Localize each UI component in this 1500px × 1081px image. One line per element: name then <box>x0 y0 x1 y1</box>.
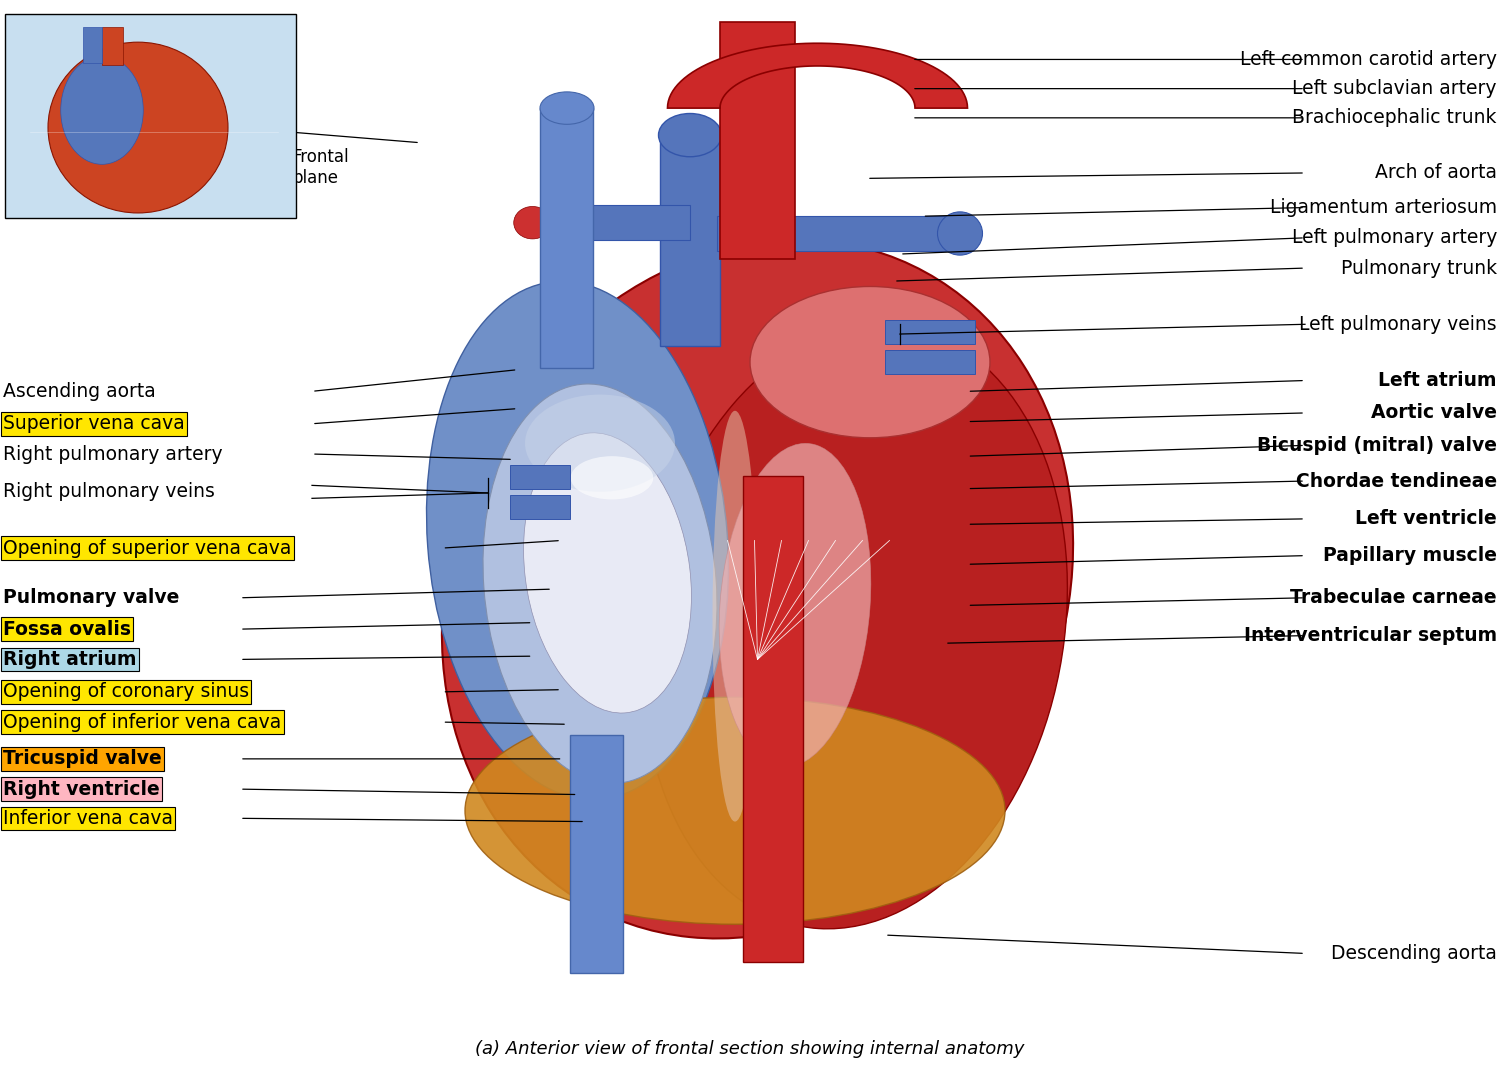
Ellipse shape <box>483 384 717 784</box>
Text: Pulmonary trunk: Pulmonary trunk <box>1341 258 1497 278</box>
Polygon shape <box>742 476 802 962</box>
Ellipse shape <box>570 456 654 499</box>
Ellipse shape <box>712 411 758 822</box>
Text: Left pulmonary veins: Left pulmonary veins <box>1299 315 1497 334</box>
Ellipse shape <box>658 114 722 157</box>
Text: Papillary muscle: Papillary muscle <box>1323 546 1497 565</box>
Polygon shape <box>540 108 592 368</box>
Text: Inferior vena cava: Inferior vena cava <box>3 809 172 828</box>
Polygon shape <box>102 27 123 65</box>
Text: Opening of inferior vena cava: Opening of inferior vena cava <box>3 712 282 732</box>
Text: Right atrium: Right atrium <box>3 650 136 669</box>
Text: Tricuspid valve: Tricuspid valve <box>3 749 162 769</box>
Ellipse shape <box>48 42 228 213</box>
Text: Ligamentum arteriosum: Ligamentum arteriosum <box>1270 198 1497 217</box>
Polygon shape <box>720 22 795 259</box>
Text: Fossa ovalis: Fossa ovalis <box>3 619 130 639</box>
Ellipse shape <box>62 56 144 164</box>
Text: Aortic valve: Aortic valve <box>1371 403 1497 423</box>
Ellipse shape <box>718 443 872 768</box>
Text: Left common carotid artery: Left common carotid artery <box>1240 50 1497 69</box>
Polygon shape <box>717 216 960 251</box>
Text: Arch of aorta: Arch of aorta <box>1376 163 1497 183</box>
Text: Right ventricle: Right ventricle <box>3 779 159 799</box>
Ellipse shape <box>465 697 1005 924</box>
Text: Interventricular septum: Interventricular septum <box>1244 626 1497 645</box>
Text: Left ventricle: Left ventricle <box>1356 509 1497 529</box>
Ellipse shape <box>525 395 675 492</box>
Polygon shape <box>885 320 975 344</box>
Ellipse shape <box>524 432 692 713</box>
Text: Pulmonary valve: Pulmonary valve <box>3 588 180 608</box>
Ellipse shape <box>442 240 1072 938</box>
Ellipse shape <box>938 212 982 255</box>
Polygon shape <box>885 350 975 374</box>
Ellipse shape <box>513 206 552 239</box>
Polygon shape <box>570 735 622 973</box>
FancyBboxPatch shape <box>4 14 296 218</box>
Text: Ascending aorta: Ascending aorta <box>3 382 156 401</box>
Text: Left pulmonary artery: Left pulmonary artery <box>1292 228 1497 248</box>
Text: Descending aorta: Descending aorta <box>1330 944 1497 963</box>
Text: Opening of superior vena cava: Opening of superior vena cava <box>3 538 291 558</box>
Ellipse shape <box>642 325 1068 929</box>
Text: Opening of coronary sinus: Opening of coronary sinus <box>3 682 249 702</box>
Polygon shape <box>552 205 690 240</box>
Text: Chordae tendineae: Chordae tendineae <box>1296 471 1497 491</box>
Polygon shape <box>660 141 720 346</box>
Polygon shape <box>82 27 102 63</box>
Text: (a) Anterior view of frontal section showing internal anatomy: (a) Anterior view of frontal section sho… <box>476 1040 1024 1057</box>
Text: Left atrium: Left atrium <box>1378 371 1497 390</box>
Text: Frontal
plane: Frontal plane <box>292 148 350 187</box>
Polygon shape <box>510 465 570 489</box>
Text: Trabeculae carneae: Trabeculae carneae <box>1290 588 1497 608</box>
Ellipse shape <box>750 286 990 438</box>
Polygon shape <box>668 43 968 108</box>
Text: Left subclavian artery: Left subclavian artery <box>1293 79 1497 98</box>
Text: Bicuspid (mitral) valve: Bicuspid (mitral) valve <box>1257 436 1497 455</box>
Text: Superior vena cava: Superior vena cava <box>3 414 184 433</box>
Text: Brachiocephalic trunk: Brachiocephalic trunk <box>1293 108 1497 128</box>
Ellipse shape <box>540 92 594 124</box>
Polygon shape <box>510 495 570 519</box>
Ellipse shape <box>426 281 729 800</box>
Text: Right pulmonary artery: Right pulmonary artery <box>3 444 222 464</box>
Text: Right pulmonary veins: Right pulmonary veins <box>3 482 214 502</box>
